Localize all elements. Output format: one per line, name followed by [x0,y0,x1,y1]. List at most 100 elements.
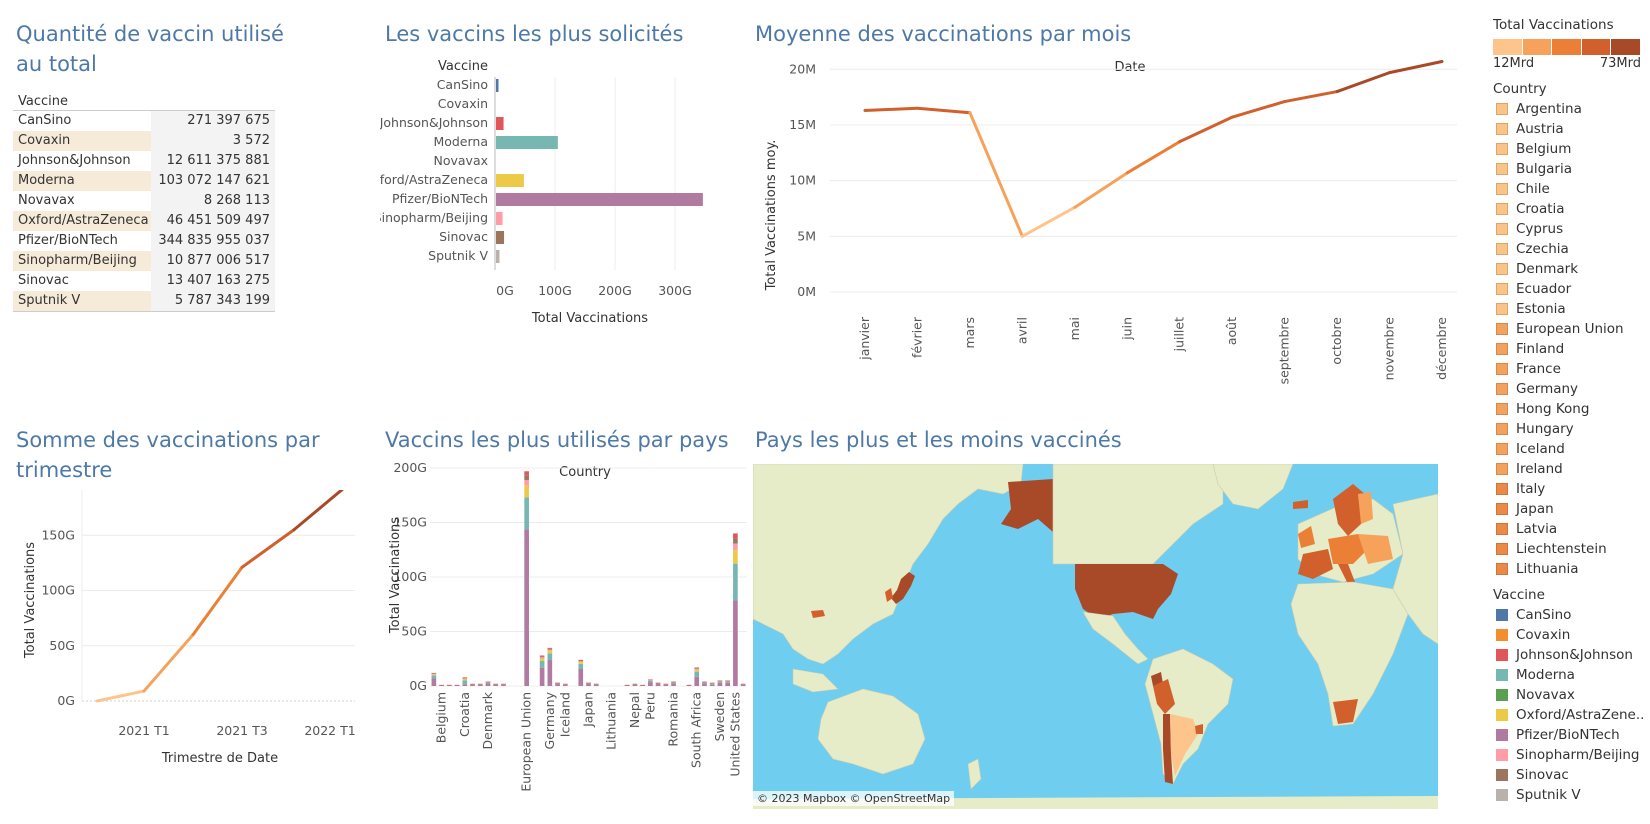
legend-country-item[interactable]: Italy [1493,479,1650,499]
mline-x-tick: avril [1014,317,1029,344]
title-vaccins-pays: Vaccins les plus utilisés par pays [385,428,729,452]
sbar-segment [655,683,661,685]
legend-vaccine-list[interactable]: CanSino Covaxin Johnson&Johnson Moderna Nova… [1493,605,1650,805]
legend-vaccine-item[interactable]: Novavax [1493,685,1650,705]
hbar-category-label: Johnson&Johnson [380,115,488,130]
sbar-segment [501,683,506,685]
map-argentina [1170,714,1198,776]
legend-vaccine-item[interactable]: Johnson&Johnson [1493,645,1650,665]
sbar-segment [624,685,630,686]
map-ecuador [1151,672,1163,686]
sbar-segment [501,684,506,686]
legend-vaccine-item[interactable]: Covaxin [1493,625,1650,645]
sbar-segment [648,679,653,680]
map-peru [1153,679,1175,714]
sbar-segment [431,674,437,676]
table-row: Sinopharm/Beijing 10 877 006 517 [13,251,275,271]
legend-vaccine-item[interactable]: Oxford/AstraZene.. [1493,705,1650,725]
world-map[interactable] [753,464,1438,809]
legend-country-item[interactable]: Croatia [1493,199,1650,219]
legend-country-list[interactable]: Argentina Austria Belgium Bulgaria Chile Croa… [1493,99,1650,579]
sbar-x-tick: Denmark [480,691,495,749]
legend-country-item[interactable]: Japan [1493,499,1650,519]
sbar-segment [733,533,738,539]
hbar-category-label: Oxford/AstraZeneca [380,172,488,187]
sbar-segment [694,669,700,672]
qline-x-axis-title: Trimestre de Date [161,751,278,766]
sbar-segment [655,682,661,684]
hbar-category-label: CanSino [437,77,488,92]
legend-country-item[interactable]: France [1493,359,1650,379]
hbar-bar [496,250,500,263]
sbar-segment [547,647,553,649]
legend-country-item[interactable]: Ecuador [1493,279,1650,299]
legend-country-swatch [1496,183,1508,195]
mline-x-tick: février [909,316,924,358]
legend-country-item[interactable]: Iceland [1493,439,1650,459]
table-cell-value: 13 407 163 275 [151,271,275,291]
legend-country-item[interactable]: Lithuania [1493,559,1650,579]
legend-country-label: Croatia [1516,201,1565,217]
legend-country-item[interactable]: Austria [1493,119,1650,139]
legend-vaccine-item[interactable]: CanSino [1493,605,1650,625]
legend-country-item[interactable]: Denmark [1493,259,1650,279]
legend-country-item[interactable]: Bulgaria [1493,159,1650,179]
legend-vaccine-item[interactable]: Sinovac [1493,765,1650,785]
legend-country-item[interactable]: Hong Kong [1493,399,1650,419]
sbar-y-tick: 50G [401,624,427,639]
sbar-segment [702,681,707,683]
hbar-bar [496,212,503,225]
map-asia-east [1392,493,1438,645]
legend-vaccine-item[interactable]: Sputnik V [1493,785,1650,805]
legend-vaccine-item[interactable]: Sinopharm/Beijing [1493,745,1650,765]
legend-country-item[interactable]: Argentina [1493,99,1650,119]
legend-country-item[interactable]: Czechia [1493,239,1650,259]
legend-country-label: Estonia [1516,301,1566,317]
legend-gradient-step [1552,39,1582,55]
legend-country-label: Italy [1516,481,1546,497]
sbar-segment [562,684,568,686]
legend-country-item[interactable]: European Union [1493,319,1650,339]
hbar-bar [496,174,524,187]
table-cell-vaccine: CanSino [13,111,151,131]
mline-series-segment [1283,90,1339,104]
sbar-segment [586,684,591,686]
sbar-segment [632,683,638,685]
legend-country-swatch [1496,563,1508,575]
legend-vaccine-swatch [1496,649,1508,661]
legend-country-item[interactable]: Liechtenstein [1493,539,1650,559]
sbar-segment [709,683,715,685]
hbar-x-tick: 0G [496,283,514,298]
sbar-x-tick: Iceland [557,692,572,737]
legend-country-item[interactable]: Cyprus [1493,219,1650,239]
sbar-x-tick: South Africa [689,692,704,768]
sbar-segment [555,682,560,684]
legend-vaccine-item[interactable]: Pfizer/BioNTech [1493,725,1650,745]
mline-y-tick: 10M [789,173,816,188]
legend-country-item[interactable]: Finland [1493,339,1650,359]
legend-country-item[interactable]: Hungary [1493,419,1650,439]
sbar-segment [431,675,437,679]
legend-country-item[interactable]: Ireland [1493,459,1650,479]
hbar-x-axis-title: Total Vaccinations [531,311,648,326]
map-uk-ireland [1298,526,1315,548]
table-cell-value: 271 397 675 [151,111,275,131]
legend-country-swatch [1496,403,1508,415]
qline-y-tick: 150G [41,527,75,542]
legend-country-item[interactable]: Chile [1493,179,1650,199]
legend-country-item[interactable]: Latvia [1493,519,1650,539]
legend-gradient-step [1493,39,1523,55]
map-credit[interactable]: © 2023 Mapbox © OpenStreetMap [753,791,955,806]
legend-country-item[interactable]: Belgium [1493,139,1650,159]
table-row: CanSino 271 397 675 [13,111,275,131]
legend-country-swatch [1496,363,1508,375]
legend-vaccine-label: Sinovac [1516,767,1569,783]
legend-vaccine-item[interactable]: Moderna [1493,665,1650,685]
table-cell-value: 103 072 147 621 [151,171,275,191]
legend-country-item[interactable]: Estonia [1493,299,1650,319]
legend-vaccine-label: Johnson&Johnson [1516,647,1633,663]
map-iceland [1293,500,1308,509]
sbar-segment [655,684,661,686]
legend-country-item[interactable]: Germany [1493,379,1650,399]
table-bottom-border [13,311,275,312]
